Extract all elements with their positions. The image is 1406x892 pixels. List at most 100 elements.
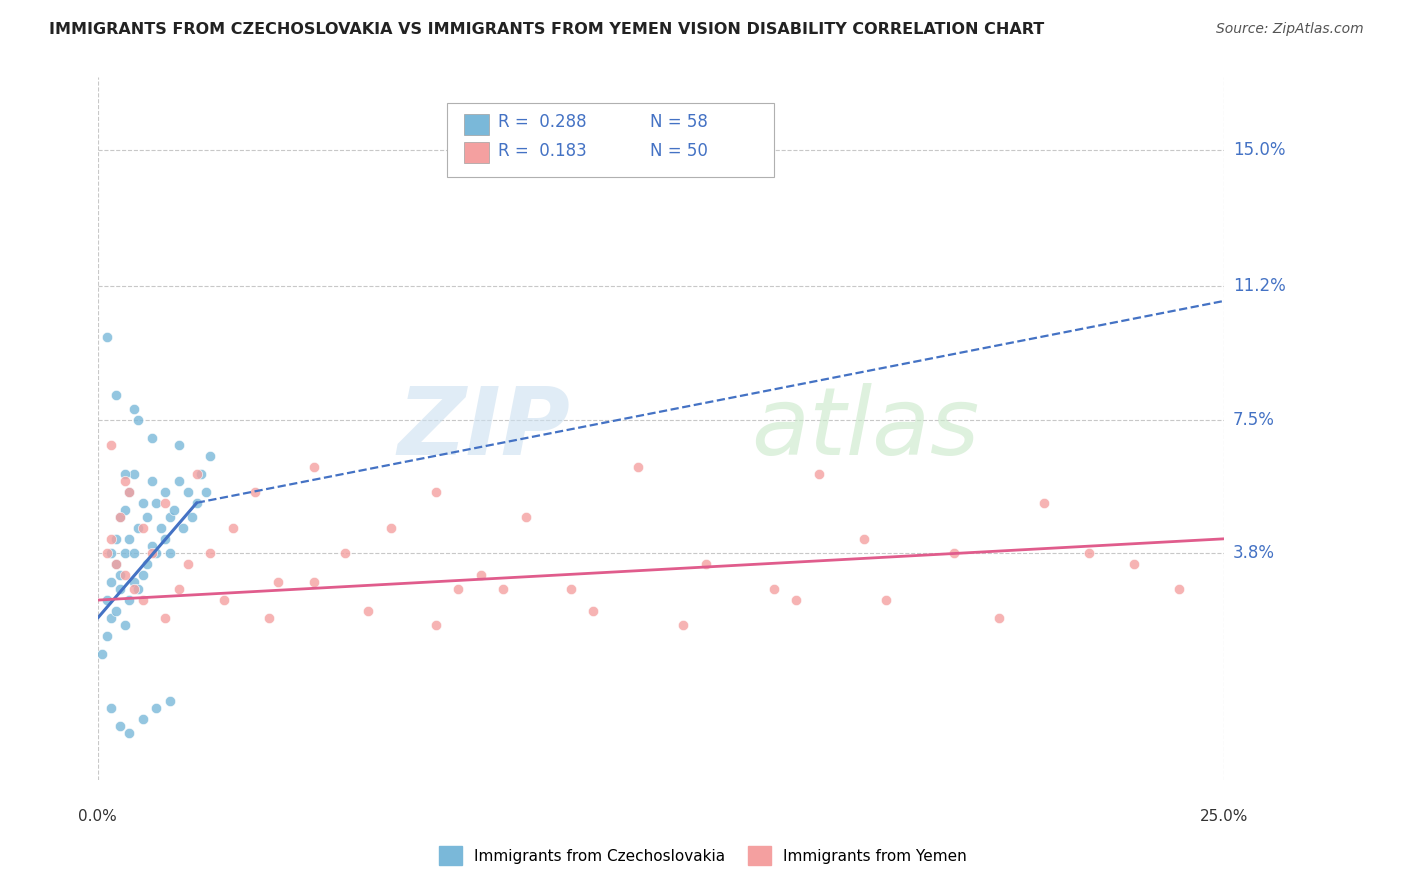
Text: atlas: atlas: [751, 384, 979, 475]
Point: [1077, 546, 1099, 560]
Point: [425, 485, 447, 500]
Point: [141, 539, 163, 553]
Point: [200, 449, 222, 463]
Point: [100, 575, 122, 590]
Point: [560, 582, 582, 597]
Point: [114, 546, 136, 560]
Text: 15.0%: 15.0%: [1233, 141, 1285, 159]
Point: [155, 532, 177, 546]
Point: [131, 712, 153, 726]
Point: [127, 582, 149, 597]
Point: [167, 474, 190, 488]
Point: [104, 604, 127, 618]
Point: [136, 510, 159, 524]
Point: [114, 474, 136, 488]
Point: [245, 485, 267, 500]
Point: [118, 532, 141, 546]
Legend: Immigrants from Czechoslovakia, Immigrants from Yemen: Immigrants from Czechoslovakia, Immigran…: [433, 840, 973, 871]
Point: [155, 611, 177, 625]
Point: [131, 567, 153, 582]
Point: [1032, 496, 1054, 510]
Point: [122, 575, 145, 590]
Point: [155, 496, 177, 510]
Point: [100, 546, 122, 560]
Point: [875, 593, 897, 607]
Point: [852, 532, 875, 546]
Text: 25.0%: 25.0%: [1199, 809, 1249, 824]
Point: [515, 510, 537, 524]
Point: [194, 485, 217, 500]
Point: [470, 567, 492, 582]
Point: [380, 521, 402, 535]
Point: [357, 604, 380, 618]
Point: [222, 521, 245, 535]
Point: [114, 567, 136, 582]
Point: [167, 582, 190, 597]
Point: [100, 532, 122, 546]
Point: [122, 402, 145, 417]
Point: [145, 546, 167, 560]
Point: [492, 582, 515, 597]
Point: [104, 557, 127, 571]
Point: [104, 557, 127, 571]
Point: [114, 467, 136, 481]
Text: N = 50: N = 50: [650, 142, 707, 160]
Point: [127, 413, 149, 427]
Point: [177, 485, 200, 500]
Point: [108, 719, 131, 733]
Text: Source: ZipAtlas.com: Source: ZipAtlas.com: [1216, 22, 1364, 37]
Point: [136, 557, 159, 571]
Point: [267, 575, 290, 590]
Point: [91, 647, 114, 661]
Point: [108, 567, 131, 582]
Text: IMMIGRANTS FROM CZECHOSLOVAKIA VS IMMIGRANTS FROM YEMEN VISION DISABILITY CORREL: IMMIGRANTS FROM CZECHOSLOVAKIA VS IMMIGR…: [49, 22, 1045, 37]
Point: [114, 618, 136, 632]
Point: [186, 467, 208, 481]
Text: N = 58: N = 58: [650, 113, 707, 131]
Point: [200, 546, 222, 560]
Point: [807, 467, 830, 481]
Point: [447, 582, 470, 597]
Point: [100, 611, 122, 625]
Point: [190, 467, 212, 481]
Point: [163, 503, 186, 517]
Text: R =  0.288: R = 0.288: [498, 113, 586, 131]
Point: [141, 474, 163, 488]
Point: [695, 557, 717, 571]
Point: [167, 438, 190, 452]
Point: [627, 459, 650, 474]
Point: [1123, 557, 1146, 571]
Point: [100, 701, 122, 715]
Point: [149, 521, 172, 535]
Point: [177, 557, 200, 571]
Point: [131, 521, 153, 535]
Point: [131, 593, 153, 607]
Point: [122, 467, 145, 481]
Point: [145, 701, 167, 715]
Point: [159, 546, 181, 560]
Point: [122, 546, 145, 560]
Point: [302, 575, 325, 590]
Point: [96, 330, 118, 344]
Point: [145, 496, 167, 510]
Point: [425, 618, 447, 632]
Point: [141, 431, 163, 445]
Point: [108, 582, 131, 597]
Point: [118, 485, 141, 500]
Point: [762, 582, 785, 597]
Point: [104, 387, 127, 401]
Point: [96, 546, 118, 560]
Point: [141, 546, 163, 560]
Point: [96, 593, 118, 607]
Point: [108, 510, 131, 524]
Text: 7.5%: 7.5%: [1233, 411, 1275, 429]
Point: [1168, 582, 1191, 597]
Point: [942, 546, 965, 560]
Text: 3.8%: 3.8%: [1233, 544, 1275, 562]
Point: [108, 510, 131, 524]
Point: [186, 496, 208, 510]
Point: [582, 604, 605, 618]
Point: [155, 485, 177, 500]
Text: R =  0.183: R = 0.183: [498, 142, 586, 160]
Point: [96, 629, 118, 643]
